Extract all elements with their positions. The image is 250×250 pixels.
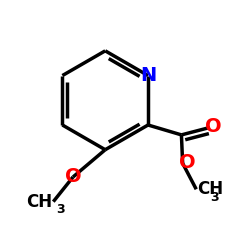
Text: CH: CH (198, 180, 224, 198)
Text: O: O (205, 117, 222, 136)
Text: CH: CH (26, 193, 52, 211)
Text: 3: 3 (210, 191, 218, 204)
Text: O: O (179, 152, 196, 172)
Text: 3: 3 (56, 203, 65, 216)
Text: N: N (140, 66, 156, 85)
Text: O: O (65, 168, 82, 186)
